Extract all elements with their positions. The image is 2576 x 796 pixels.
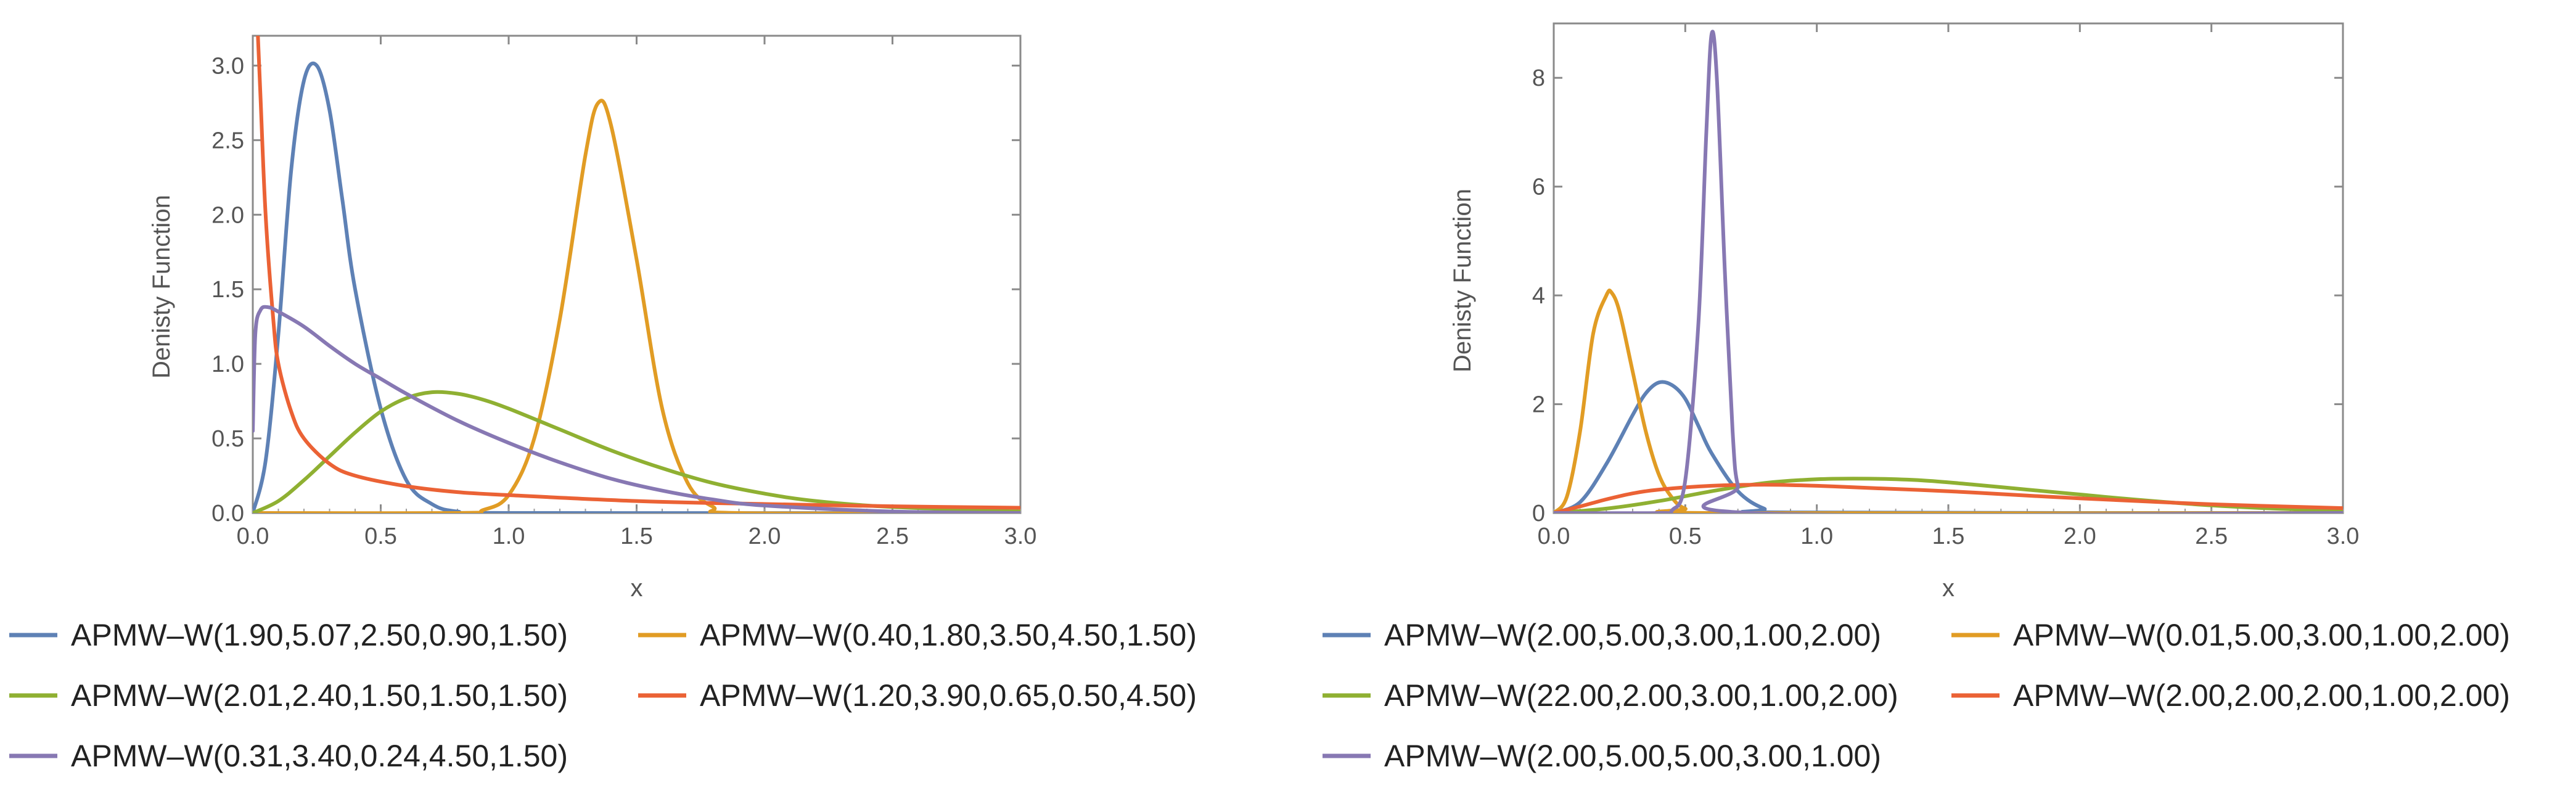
x-tick-label: 2.0 (749, 523, 781, 549)
x-tick-label: 1.0 (1800, 523, 1833, 549)
y-tick-label: 1.5 (211, 277, 244, 303)
y-axis-title: Denisty Function (148, 195, 175, 379)
legend-item: APMW–W(2.00,5.00,5.00,3.00,1.00) (1323, 739, 1881, 773)
x-axis-title: x (631, 575, 643, 602)
legend-label: APMW–W(2.00,5.00,3.00,1.00,2.00) (1384, 618, 1881, 652)
legend-1: APMW–W(1.90,5.07,2.50,0.90,1.50) APMW–W(0… (9, 618, 1197, 773)
legend-item: APMW–W(22.00,2.00,3.00,1.00,2.00) (1323, 678, 1898, 713)
series-line-3 (253, 390, 1020, 513)
legend-item: APMW–W(1.20,3.90,0.65,0.50,4.50) (638, 678, 1197, 713)
legend-item: APMW–W(0.01,5.00,3.00,1.00,2.00) (1951, 618, 2510, 652)
series-line-2 (253, 99, 1020, 513)
y-tick-label: 2.5 (211, 128, 244, 154)
x-tick-label: 2.0 (2064, 523, 2096, 549)
legend-item: APMW–W(1.90,5.07,2.50,0.90,1.50) (9, 618, 568, 652)
chart-2: 0.0 0.5 1.0 1.5 2.0 2.5 3.0 0 2 4 6 8 x Denisty Funct… (1449, 22, 2360, 602)
legend-2: APMW–W(2.00,5.00,3.00,1.00,2.00) APMW–W(0… (1323, 618, 2510, 773)
legend-item: APMW–W(2.01,2.40,1.50,1.50,1.50) (9, 678, 568, 713)
y-tick-label: 0.0 (211, 501, 244, 527)
y-tick-label: 2 (1532, 392, 1545, 418)
series-line-5 (1554, 30, 2343, 513)
x-tick-label: 1.5 (620, 523, 653, 549)
plot-frame (1553, 22, 2344, 514)
legend-label: APMW–W(1.90,5.07,2.50,0.90,1.50) (71, 618, 568, 652)
series-line-5 (253, 305, 1020, 513)
x-tick-label: 0.5 (364, 523, 397, 549)
x-axis-title: x (1942, 575, 1955, 602)
series-line-4 (1554, 483, 2343, 513)
x-tick-label: 2.5 (876, 523, 909, 549)
series-line-1 (253, 61, 1020, 513)
x-tick-label: 0.0 (1538, 523, 1570, 549)
x-tick-label: 2.5 (2195, 523, 2228, 549)
legend-label: APMW–W(2.00,5.00,5.00,3.00,1.00) (1384, 739, 1881, 773)
legend-label: APMW–W(0.01,5.00,3.00,1.00,2.00) (2013, 618, 2510, 652)
legend-label: APMW–W(0.40,1.80,3.50,4.50,1.50) (700, 618, 1197, 652)
x-tick-label: 3.0 (2327, 523, 2360, 549)
series-lines (1554, 30, 2343, 513)
x-tick-label: 1.0 (493, 523, 525, 549)
x-tick-label: 1.5 (1932, 523, 1965, 549)
plot-frame (252, 35, 1022, 514)
x-tick-label: 0.5 (1669, 523, 1702, 549)
legend-label: APMW–W(0.31,3.40,0.24,4.50,1.50) (71, 739, 568, 773)
legend-label: APMW–W(2.00,2.00,2.00,1.00,2.00) (2013, 678, 2510, 713)
legend-label: APMW–W(22.00,2.00,3.00,1.00,2.00) (1384, 678, 1898, 713)
legend-item: APMW–W(2.00,2.00,2.00,1.00,2.00) (1951, 678, 2510, 713)
y-tick-label: 2.0 (211, 202, 244, 228)
legend-item: APMW–W(0.40,1.80,3.50,4.50,1.50) (638, 618, 1197, 652)
y-tick-label: 6 (1532, 174, 1545, 200)
series-lines (253, 36, 1020, 513)
y-tick-label: 8 (1532, 65, 1545, 91)
y-tick-label: 4 (1532, 283, 1545, 309)
legend-item: APMW–W(0.31,3.40,0.24,4.50,1.50) (9, 739, 568, 773)
y-tick-label: 1.0 (211, 351, 244, 377)
legend-label: APMW–W(2.01,2.40,1.50,1.50,1.50) (71, 678, 568, 713)
x-tick-label: 0.0 (237, 523, 269, 549)
legend-label: APMW–W(1.20,3.90,0.65,0.50,4.50) (700, 678, 1197, 713)
series-line-1 (1554, 380, 2343, 513)
y-tick-label: 0.5 (211, 426, 244, 452)
y-tick-label: 0 (1532, 501, 1545, 527)
series-line-2 (1554, 289, 2343, 513)
x-tick-label: 3.0 (1004, 523, 1037, 549)
y-axis-title: Denisty Function (1449, 189, 1476, 372)
y-tick-label: 3.0 (211, 53, 244, 79)
chart-1: 0.0 0.5 1.0 1.5 2.0 2.5 3.0 0.0 0.5 1.0 1.5 2.0 2.5 3… (148, 35, 1037, 602)
legend-item: APMW–W(2.00,5.00,3.00,1.00,2.00) (1323, 618, 1881, 652)
